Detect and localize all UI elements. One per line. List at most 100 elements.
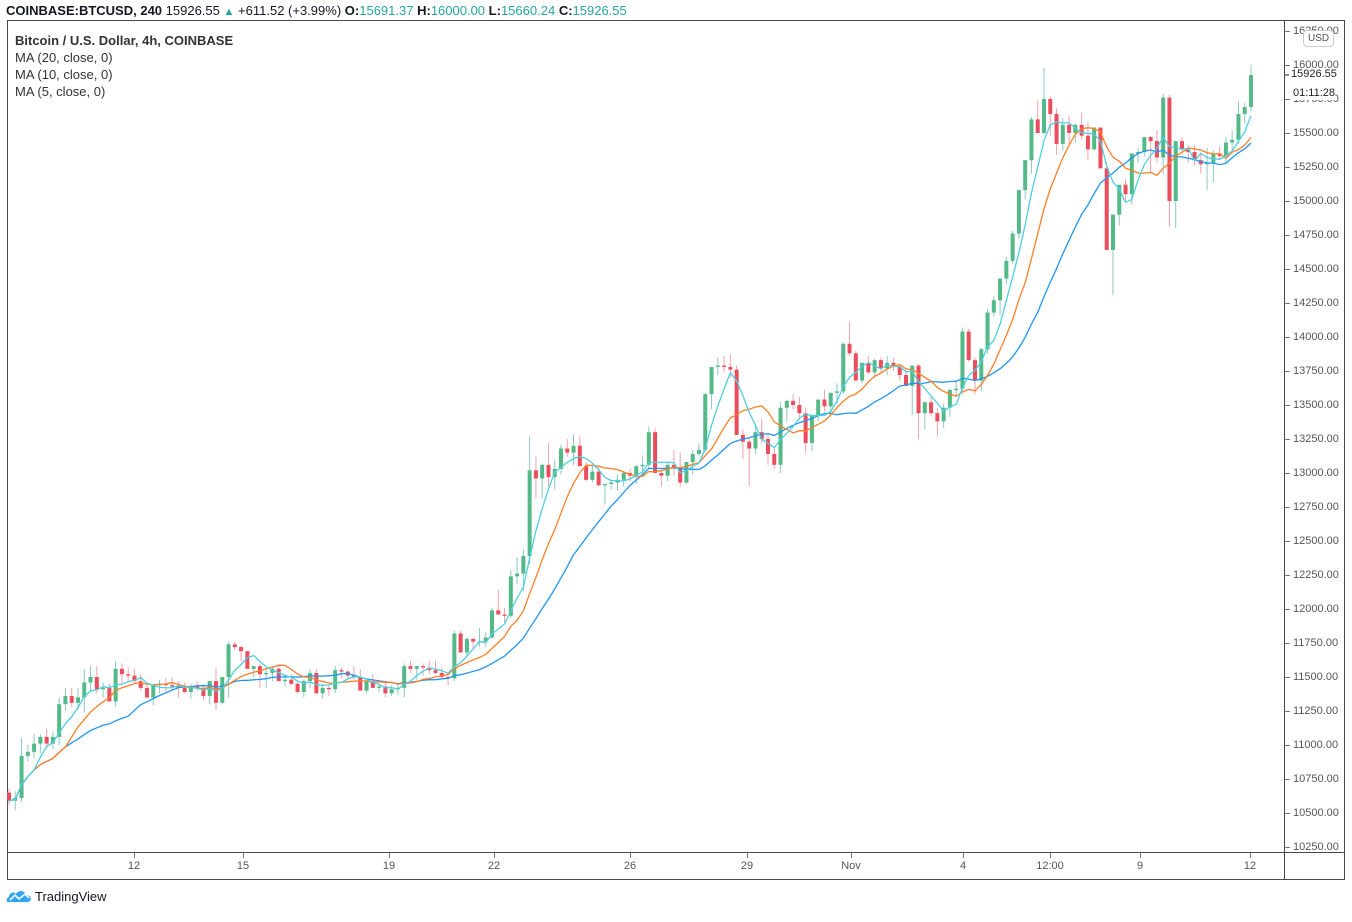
candle-up: [270, 668, 275, 673]
candle-down: [69, 696, 74, 703]
candle-down: [471, 638, 476, 642]
candle-down: [1154, 141, 1159, 158]
candle-up: [690, 453, 695, 463]
candle-up: [715, 365, 720, 367]
time-tick-label: 15: [236, 860, 250, 872]
candle-down: [1035, 119, 1040, 133]
candle-down: [138, 681, 143, 688]
open-value: 15691.37: [359, 3, 414, 18]
candle-up: [602, 483, 607, 486]
price-tick-label: 14500.00: [1293, 263, 1339, 275]
time-tick: [1250, 853, 1251, 858]
candle-up: [1060, 124, 1065, 144]
candle-up: [1016, 190, 1021, 234]
price-tick-label: 10500.00: [1293, 807, 1339, 819]
candle-up: [571, 445, 576, 453]
candle-up: [452, 633, 457, 679]
candle-up: [515, 573, 520, 577]
candle-down: [94, 677, 99, 690]
candle-down: [935, 413, 940, 422]
price-tick: [1285, 473, 1290, 474]
high-value: 16000.00: [430, 3, 486, 18]
candle-up: [25, 751, 30, 756]
candle-up: [1230, 139, 1235, 143]
candle-up: [1010, 233, 1015, 261]
time-tick-label: Nov: [841, 860, 861, 872]
candle-down: [1079, 124, 1084, 136]
price-tick: [1285, 813, 1290, 814]
price-tick: [1285, 269, 1290, 270]
candle-up: [1236, 113, 1241, 140]
candle-down: [408, 666, 413, 669]
candle-down: [132, 675, 137, 682]
candle-down: [7, 792, 11, 801]
candle-up: [609, 482, 614, 484]
price-tick-label: 13500.00: [1293, 399, 1339, 411]
candle-up: [1073, 124, 1078, 133]
candle-up: [703, 394, 708, 450]
time-tick-label: 22: [487, 860, 501, 872]
candle-down: [1054, 113, 1059, 144]
up-arrow-icon: ▲: [223, 6, 235, 18]
price-tick: [1285, 99, 1290, 100]
candle-up: [151, 685, 156, 698]
candle-up: [283, 679, 287, 682]
candle-down: [759, 432, 764, 439]
price-tick: [1285, 507, 1290, 508]
currency-badge[interactable]: USD: [1303, 30, 1335, 47]
legend-title[interactable]: Bitcoin / U.S. Dollar, 4h, COINBASE: [15, 33, 234, 48]
candle-down: [734, 369, 739, 435]
price-tick: [1285, 303, 1290, 304]
price-tick: [1285, 847, 1290, 848]
candle-down: [533, 470, 538, 479]
price-tick: [1285, 711, 1290, 712]
candle-up: [960, 331, 965, 389]
ma10-line: [8, 127, 1252, 802]
candle-down: [170, 685, 175, 687]
candle-up: [483, 637, 488, 642]
candle-down: [145, 687, 149, 698]
candle-down: [565, 448, 570, 453]
candle-down: [44, 736, 49, 744]
candle-down: [1098, 127, 1103, 169]
price-tick-label: 15250.00: [1293, 161, 1339, 173]
candle-down: [119, 668, 124, 675]
price-tick-label: 13250.00: [1293, 433, 1339, 445]
symbol-name[interactable]: COINBASE:BTCUSD, 240: [6, 3, 163, 18]
candle-up: [38, 736, 43, 744]
candle-down: [1186, 149, 1191, 153]
candle-down: [847, 343, 852, 354]
candle-up: [220, 677, 225, 703]
candle-up: [684, 462, 689, 483]
candle-up: [910, 365, 915, 386]
legend-ma5[interactable]: MA (5, close, 0): [15, 84, 106, 99]
candle-up: [1249, 74, 1253, 107]
candle-up: [778, 407, 783, 465]
close-value: 15926.55: [572, 3, 627, 18]
candle-up: [835, 391, 839, 393]
last-price: 15926.55: [165, 3, 220, 18]
candle-up: [998, 278, 1003, 301]
price-tick: [1285, 745, 1290, 746]
price-tick-label: 13750.00: [1293, 365, 1339, 377]
candle-down: [584, 466, 589, 480]
candle-down: [421, 666, 425, 668]
candle-up: [1092, 127, 1097, 150]
candle-up: [922, 402, 927, 414]
candle-down: [766, 439, 770, 454]
chart-legend: Bitcoin / U.S. Dollar, 4h, COINBASE MA (…: [15, 32, 233, 100]
candle-down: [728, 366, 733, 370]
ma5-line: [8, 115, 1252, 802]
price-tick: [1285, 235, 1290, 236]
tradingview-brand[interactable]: TradingView: [6, 888, 107, 904]
candle-up: [301, 681, 306, 692]
candle-up: [709, 366, 714, 395]
price-tick-label: 10750.00: [1293, 773, 1339, 785]
price-tick: [1285, 371, 1290, 372]
candle-down: [891, 362, 896, 367]
candle-up: [1161, 97, 1166, 158]
legend-ma20[interactable]: MA (20, close, 0): [15, 50, 113, 65]
legend-ma10[interactable]: MA (10, close, 0): [15, 67, 113, 82]
candle-up: [88, 677, 93, 683]
